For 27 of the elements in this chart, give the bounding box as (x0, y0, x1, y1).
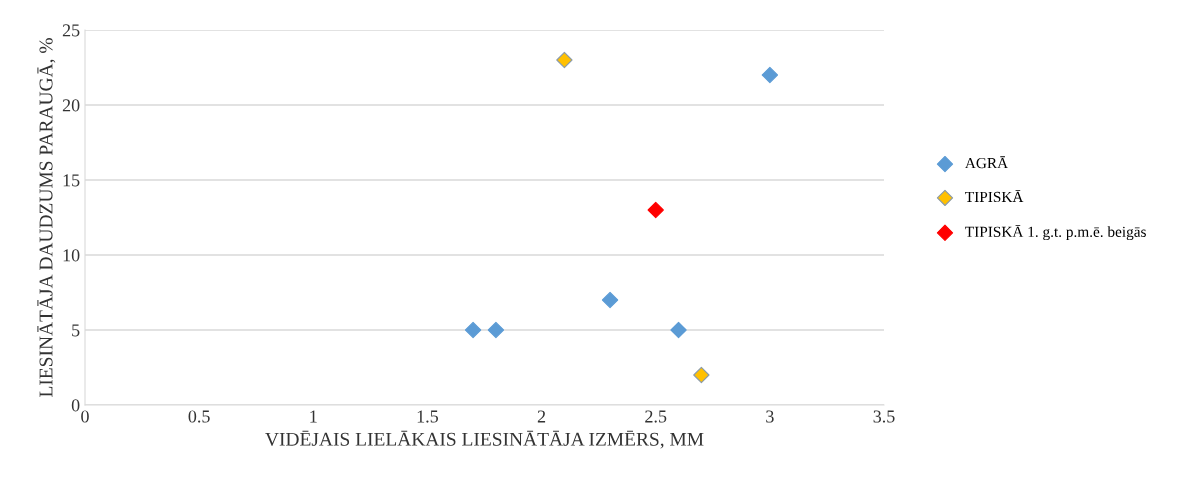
y-tick-label: 5 (72, 324, 80, 337)
x-tick-label: 0 (81, 410, 89, 423)
y-tick-label: 0 (71, 399, 80, 412)
y-tick-label: 25 (62, 24, 80, 37)
point (464, 321, 482, 339)
legend-label: AGRĀ (965, 156, 1009, 169)
y-axis-title: LIESINĀTĀJA DAUDZUMS PARAUGĀ, % (37, 38, 56, 397)
x-axis-title: VIDĒJAIS LIELĀKAIS LIESINĀTĀJA IZMĒRS, MM (265, 430, 704, 449)
point (693, 366, 710, 384)
x-tick-label: 1 (310, 410, 317, 423)
x-tick-label: 2.5 (645, 410, 667, 423)
point (670, 321, 687, 339)
x-tick-label: 2 (537, 410, 546, 423)
legend-label: TIPISKĀ 1. g.t. p.m.ē. beigās (965, 225, 1146, 241)
point (487, 321, 505, 339)
x-tick-label: 0.5 (188, 410, 210, 423)
y-tick-label: 15 (63, 174, 80, 187)
legend-label: TIPISKĀ (965, 190, 1024, 203)
y-tick-label: 20 (62, 99, 80, 112)
x-tick-label: 3 (766, 410, 774, 423)
x-tick-label: 3.5 (873, 410, 895, 423)
x-tick-label: 1.5 (417, 410, 439, 423)
y-tick-label: 10 (63, 249, 80, 262)
point (647, 201, 664, 219)
point (761, 66, 779, 84)
point (601, 291, 619, 309)
point (556, 51, 573, 69)
